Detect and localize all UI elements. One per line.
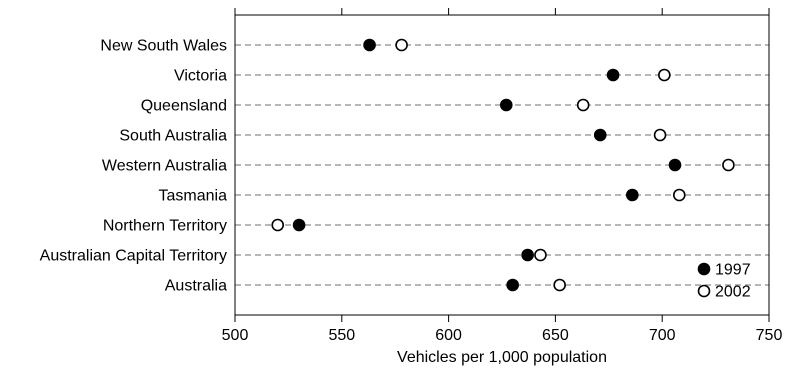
- point-1997-2: [499, 98, 513, 112]
- data-points: [271, 38, 735, 292]
- gridlines: [235, 44, 769, 286]
- point-2002-3: [653, 128, 667, 142]
- category-label: Australian Capital Territory: [40, 248, 227, 265]
- point-2002-7: [534, 248, 547, 262]
- category-label: New South Wales: [100, 38, 227, 55]
- category-labels: New South Wales Victoria Queensland South A…: [40, 38, 227, 295]
- category-label: Australia: [165, 278, 227, 295]
- category-label: Northern Territory: [103, 218, 227, 235]
- x-tick-label: 500: [222, 327, 249, 344]
- point-2002-6: [271, 218, 285, 232]
- legend-label: 2002: [715, 284, 751, 301]
- plot-area-frame: [234, 14, 770, 316]
- point-1997-7: [521, 248, 534, 262]
- point-2002-2: [576, 98, 590, 112]
- legend: 1997 2002: [697, 262, 751, 301]
- point-2002-1: [658, 68, 671, 82]
- x-axis-title: Vehicles per 1,000 population: [397, 349, 607, 366]
- category-label: South Australia: [119, 128, 227, 145]
- legend-marker-2002: [697, 284, 711, 298]
- point-2002-0: [395, 38, 408, 52]
- category-label: Victoria: [174, 68, 227, 85]
- legend-label: 1997: [715, 262, 751, 279]
- point-1997-1: [606, 68, 620, 82]
- category-label: Western Australia: [102, 158, 227, 175]
- point-2002-5: [672, 188, 686, 202]
- point-2002-8: [553, 278, 566, 292]
- point-1997-6: [292, 218, 306, 232]
- x-tick-label: 550: [328, 327, 355, 344]
- category-label: Tasmania: [159, 188, 228, 205]
- legend-marker-1997: [697, 262, 711, 276]
- x-tick-label: 750: [756, 327, 783, 344]
- x-tick-label: 600: [435, 327, 462, 344]
- point-1997-3: [593, 128, 607, 142]
- category-label: Queensland: [141, 98, 227, 115]
- x-tick-label: 650: [542, 327, 569, 344]
- x-tick-label: 700: [649, 327, 676, 344]
- point-1997-5: [625, 188, 639, 202]
- point-1997-8: [506, 278, 519, 292]
- point-2002-4: [722, 158, 735, 172]
- point-1997-0: [363, 38, 376, 52]
- x-axis: 500 550 600 650 700 750: [222, 8, 783, 344]
- point-1997-4: [668, 158, 682, 172]
